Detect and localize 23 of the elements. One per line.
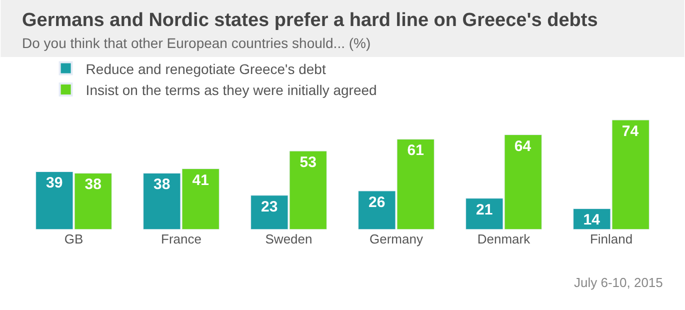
chart-subtitle: Do you think that other European countries should... (%) [22,35,371,51]
data-label: 26 [368,194,386,211]
legend-label: Reduce and renegotiate Greece's debt [86,60,326,77]
data-label: 23 [261,198,278,216]
data-label: 39 [46,174,63,192]
data-label: 38 [84,176,102,194]
data-label: 64 [514,138,532,155]
x-tick-label: Finland [590,231,633,246]
data-label: 38 [154,176,170,194]
text: July 6-10, 2015 [574,275,663,290]
data-label: 41 [192,172,209,189]
data-label: 53 [300,154,316,172]
x-tick-label: GB [64,231,84,246]
legend-label: Insist on the terms as they were initially agreed [86,82,377,98]
x-tick-label: Sweden [265,231,312,246]
data-label: 21 [476,201,493,218]
data-label: 74 [622,122,640,140]
data-label: 14 [583,212,601,229]
chart-title: Germans and Nordic states prefer a hard line on Greece's debts [22,10,598,31]
x-tick-label: Germany [370,231,424,246]
data-label: 61 [407,142,424,160]
x-tick-label: France [161,231,202,246]
x-tick-label: Denmark [477,231,531,246]
